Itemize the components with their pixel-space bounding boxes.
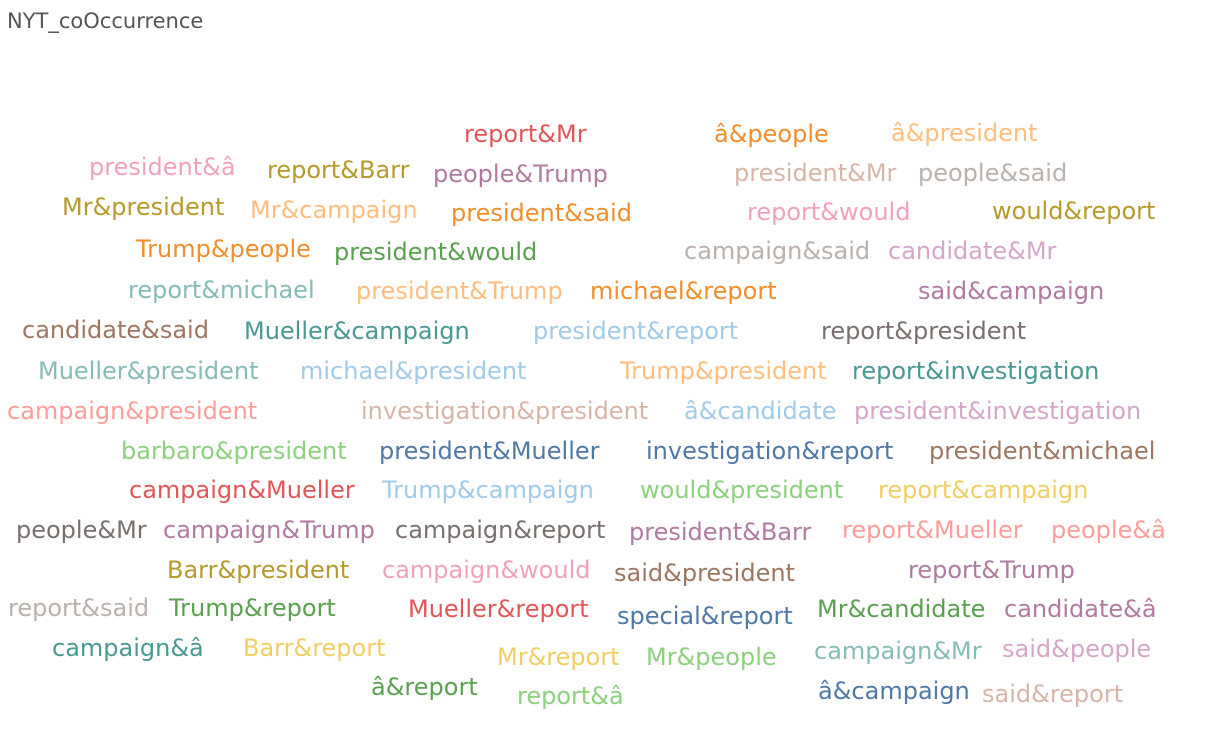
word-9: Mr&campaign — [250, 196, 418, 224]
word-3: president&â — [89, 153, 236, 181]
word-35: investigation&report — [646, 437, 894, 465]
word-22: Mueller&campaign — [244, 317, 470, 345]
word-23: president&report — [533, 317, 739, 345]
word-54: special&report — [617, 602, 793, 630]
word-27: Trump&president — [620, 357, 827, 385]
word-6: president&Mr — [734, 159, 897, 187]
word-13: Trump&people — [136, 235, 311, 263]
word-14: president&would — [334, 238, 538, 266]
word-18: president&Trump — [356, 277, 563, 305]
word-65: â&campaign — [818, 677, 970, 705]
word-2: â&president — [891, 119, 1038, 147]
word-19: michael&report — [590, 277, 777, 305]
word-66: said&report — [982, 680, 1124, 708]
word-4: report&Barr — [267, 156, 410, 184]
word-24: report&president — [821, 317, 1027, 345]
word-46: people&â — [1051, 516, 1166, 544]
word-31: â&candidate — [684, 397, 837, 425]
word-58: Barr&report — [243, 634, 386, 662]
word-5: people&Trump — [433, 160, 608, 188]
word-55: Mr&candidate — [817, 595, 986, 623]
word-15: campaign&said — [684, 237, 871, 265]
word-20: said&campaign — [918, 277, 1105, 305]
word-26: michael&president — [300, 357, 527, 385]
word-32: president&investigation — [854, 397, 1142, 425]
word-45: report&Mueller — [842, 516, 1023, 544]
word-10: president&said — [451, 199, 632, 227]
word-48: campaign&would — [382, 556, 591, 584]
word-52: Trump&report — [169, 594, 336, 622]
word-34: president&Mueller — [379, 437, 600, 465]
word-57: campaign&â — [52, 634, 204, 662]
word-42: campaign&Trump — [163, 516, 375, 544]
word-37: campaign&Mueller — [129, 476, 355, 504]
word-41: people&Mr — [16, 516, 147, 544]
word-28: report&investigation — [852, 357, 1100, 385]
word-12: would&report — [992, 197, 1156, 225]
word-21: candidate&said — [22, 316, 209, 344]
word-7: people&said — [918, 159, 1068, 187]
word-0: report&Mr — [464, 120, 587, 148]
word-43: campaign&report — [395, 516, 606, 544]
word-64: report&â — [517, 682, 624, 710]
word-40: report&campaign — [878, 476, 1089, 504]
word-59: Mr&report — [497, 643, 620, 671]
word-16: candidate&Mr — [888, 237, 1057, 265]
word-38: Trump&campaign — [382, 476, 594, 504]
word-1: â&people — [714, 120, 829, 148]
word-30: investigation&president — [361, 397, 649, 425]
word-36: president&michael — [929, 437, 1156, 465]
word-50: report&Trump — [908, 556, 1075, 584]
word-60: Mr&people — [646, 643, 777, 671]
word-53: Mueller&report — [408, 595, 589, 623]
word-33: barbaro&president — [121, 437, 347, 465]
word-8: Mr&president — [62, 193, 225, 221]
word-49: said&president — [614, 559, 795, 587]
word-56: candidate&â — [1004, 595, 1157, 623]
word-25: Mueller&president — [38, 357, 259, 385]
word-17: report&michael — [128, 276, 315, 304]
word-44: president&Barr — [629, 518, 812, 546]
word-29: campaign&president — [7, 397, 258, 425]
word-51: report&said — [8, 594, 150, 622]
word-39: would&president — [640, 476, 844, 504]
word-62: said&people — [1002, 635, 1152, 663]
word-47: Barr&president — [167, 556, 350, 584]
word-11: report&would — [747, 198, 911, 226]
word-63: â&report — [371, 673, 478, 701]
page-title: NYT_coOccurrence — [7, 9, 204, 33]
word-61: campaign&Mr — [814, 637, 982, 665]
